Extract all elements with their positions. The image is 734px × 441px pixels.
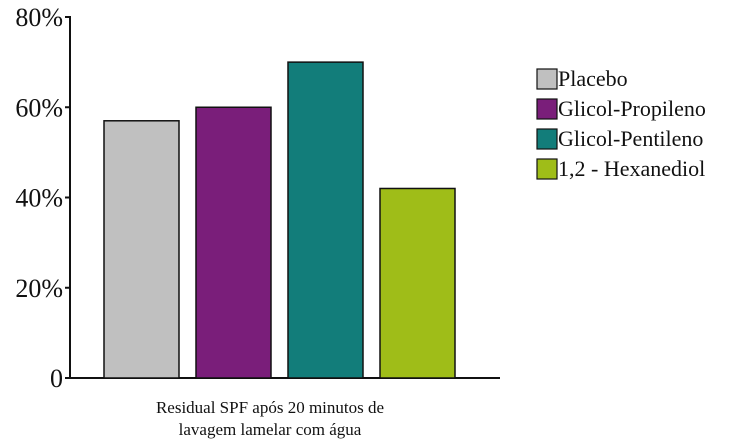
legend-label: Glicol-Propileno xyxy=(558,96,706,121)
y-tick-label: 20% xyxy=(15,274,63,303)
y-tick-label: 80% xyxy=(15,3,63,32)
legend-swatch xyxy=(536,68,558,90)
bar-4 xyxy=(379,187,456,379)
x-axis-label-line: Residual SPF após 20 minutos de xyxy=(156,398,384,417)
legend-swatch xyxy=(536,128,558,150)
legend-label: Glicol-Pentileno xyxy=(558,126,703,151)
legend-label: 1,2 - Hexanediol xyxy=(558,156,705,181)
y-ticks: 0 20% 40% 60% 80% xyxy=(15,3,70,393)
bar-2 xyxy=(195,106,272,379)
y-tick-label: 40% xyxy=(15,184,63,213)
legend-label: Placebo xyxy=(558,66,628,91)
y-tick-label: 0 xyxy=(50,364,63,393)
bar-3 xyxy=(287,61,364,379)
x-axis-label: Residual SPF após 20 minutos de lavagem l… xyxy=(156,398,384,439)
x-axis-label-line: lavagem lamelar com água xyxy=(179,420,362,439)
bars xyxy=(103,61,456,379)
legend-swatch xyxy=(536,98,558,120)
bar-1 xyxy=(103,120,180,379)
y-tick-label: 60% xyxy=(15,93,63,122)
legend: Placebo Glicol-Propileno Glicol-Pentileno 1… xyxy=(536,66,706,181)
legend-swatch xyxy=(536,158,558,180)
